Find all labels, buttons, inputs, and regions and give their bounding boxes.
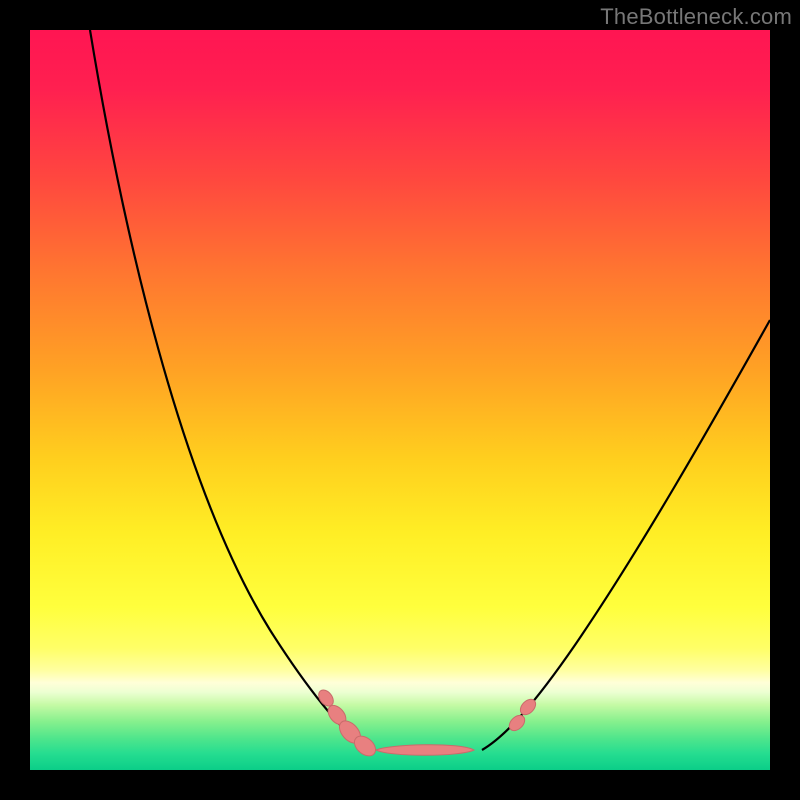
left-curve [90, 30, 366, 750]
bottom-marker-band [376, 745, 474, 756]
curve-marker [506, 712, 527, 733]
watermark-text: TheBottleneck.com [600, 4, 792, 30]
left-marker-cluster [316, 687, 380, 760]
outer-frame: TheBottleneck.com [0, 0, 800, 800]
right-curve [482, 320, 770, 750]
curves-layer [30, 30, 770, 770]
